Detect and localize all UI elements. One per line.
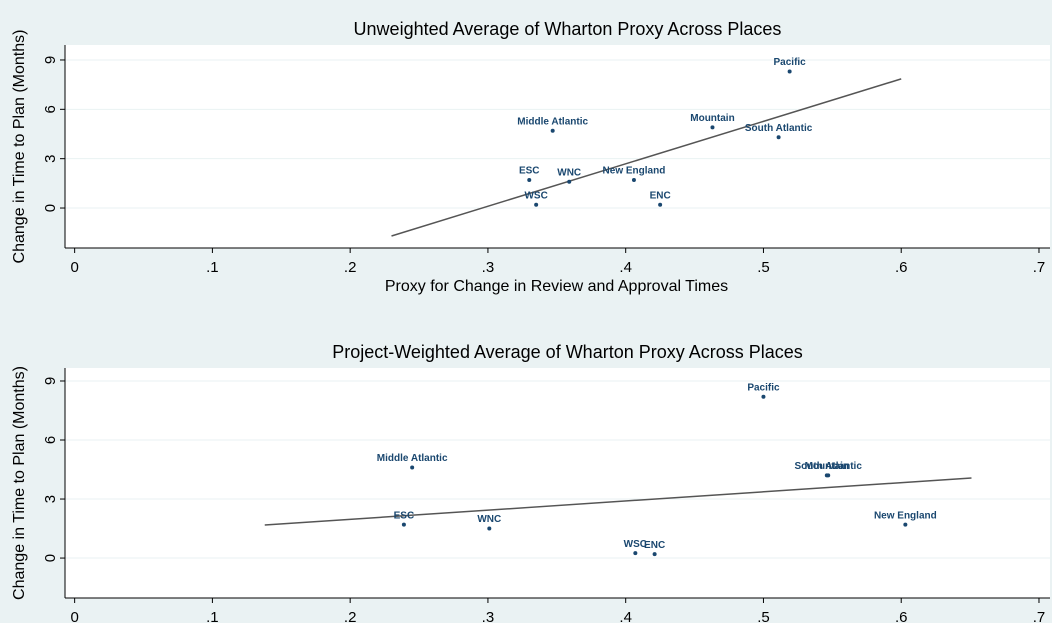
y-tick-label: 3 — [42, 495, 59, 503]
x-tick-label: .4 — [619, 609, 632, 623]
chart-title: Unweighted Average of Wharton Proxy Acro… — [354, 19, 782, 39]
point — [550, 128, 555, 133]
x-axis-title: Proxy for Change in Review and Approval … — [385, 278, 728, 295]
y-tick-label: 0 — [42, 554, 59, 562]
point — [631, 178, 636, 183]
point-label: Middle Atlantic — [377, 453, 448, 464]
point — [410, 465, 415, 470]
x-tick-label: .7 — [1033, 609, 1046, 623]
point — [903, 522, 908, 527]
point-label: Pacific — [747, 382, 780, 393]
point — [776, 135, 781, 140]
point — [534, 202, 539, 207]
y-tick-label: 6 — [42, 105, 59, 113]
point-label: ESC — [394, 510, 415, 521]
fit-line — [264, 477, 972, 526]
point-label: Mountain — [690, 113, 734, 124]
x-tick-label: .6 — [895, 259, 908, 276]
point-label: ESC — [519, 166, 540, 177]
point — [567, 179, 572, 184]
x-tick-label: .5 — [757, 609, 770, 623]
point-label: ENC — [650, 190, 671, 201]
x-tick-label: .6 — [895, 609, 908, 623]
y-axis-title: Change in Time to Plan (Months) — [11, 30, 28, 264]
point — [527, 178, 532, 183]
x-tick-label: .4 — [619, 259, 632, 276]
x-tick-label: 0 — [70, 609, 78, 623]
x-tick-label: .7 — [1033, 259, 1046, 276]
point-label: Mountain — [805, 461, 849, 472]
x-tick-label: .1 — [206, 609, 219, 623]
point — [487, 526, 492, 531]
point — [401, 522, 406, 527]
point-label: ENC — [644, 540, 665, 551]
chart-title: Project-Weighted Average of Wharton Prox… — [332, 342, 803, 362]
point-label: Pacific — [774, 57, 807, 68]
x-tick-label: .2 — [344, 609, 357, 623]
point — [633, 551, 638, 556]
point — [761, 394, 766, 399]
point-label: Middle Atlantic — [517, 116, 588, 127]
point — [652, 552, 657, 557]
y-tick-label: 3 — [42, 155, 59, 163]
x-tick-label: .5 — [757, 259, 770, 276]
x-tick-label: .1 — [206, 259, 219, 276]
plot-area — [65, 45, 1050, 248]
y-tick-label: 9 — [42, 56, 59, 64]
x-tick-label: 0 — [70, 259, 78, 276]
y-axis-title: Change in Time to Plan (Months) — [11, 366, 28, 600]
point — [787, 69, 792, 74]
y-tick-label: 6 — [42, 436, 59, 444]
point — [826, 473, 831, 478]
x-tick-label: .2 — [344, 259, 357, 276]
point — [658, 202, 663, 207]
point — [710, 125, 715, 130]
point-label: New England — [603, 166, 666, 177]
fit-line — [391, 78, 902, 237]
y-tick-label: 0 — [42, 204, 59, 212]
point-label: WSC — [624, 539, 647, 550]
point-label: WSC — [524, 190, 547, 201]
point-label: South Atlantic — [745, 123, 813, 134]
point-label: WNC — [477, 514, 501, 525]
y-tick-label: 9 — [42, 377, 59, 385]
x-tick-label: .3 — [482, 259, 495, 276]
x-tick-label: .3 — [482, 609, 495, 623]
point-label: New England — [874, 510, 937, 521]
point-label: WNC — [557, 167, 581, 178]
point-label: South Atlantic — [794, 461, 862, 472]
